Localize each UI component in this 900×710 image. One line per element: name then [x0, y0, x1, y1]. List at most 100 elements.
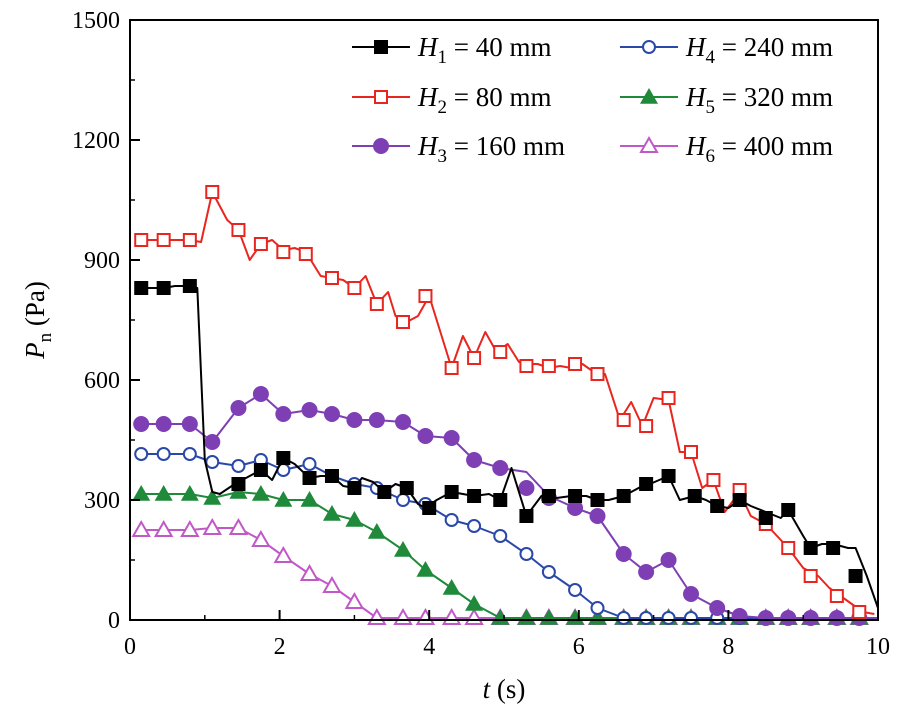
data-point-h6 — [153, 519, 174, 537]
data-point-h5 — [394, 541, 413, 557]
data-point-h1 — [803, 541, 818, 555]
data-point-h5 — [442, 579, 461, 595]
y-tick-label: 300 — [84, 488, 120, 514]
x-tick-label: 0 — [124, 634, 136, 660]
data-point-h3 — [828, 610, 845, 626]
data-point-h4 — [568, 583, 583, 597]
data-point-h4 — [156, 447, 171, 461]
legend-label: H3 = 160 mm — [417, 131, 565, 167]
legend-item-h3: H3 = 160 mm — [352, 131, 565, 167]
data-point-h2 — [467, 351, 482, 365]
data-point-h2 — [396, 315, 411, 329]
data-point-h2 — [541, 359, 556, 373]
data-point-h3 — [230, 400, 247, 416]
data-point-h2 — [706, 473, 721, 487]
legend-item-h4: H4 = 240 mm — [620, 32, 833, 68]
data-point-h6 — [299, 563, 320, 581]
x-tick-label: 8 — [722, 634, 734, 660]
data-point-h1 — [732, 493, 747, 507]
data-point-h3 — [155, 416, 172, 432]
data-point-h3 — [301, 402, 318, 418]
data-point-h3 — [589, 508, 606, 524]
data-point-h3 — [417, 428, 434, 444]
data-point-h3 — [443, 430, 460, 446]
legend-label: H2 = 80 mm — [417, 82, 551, 118]
data-point-h6 — [251, 529, 271, 547]
series-h3 — [133, 386, 878, 626]
legend-marker — [640, 88, 658, 104]
data-point-h2 — [182, 233, 197, 247]
data-point-h6 — [322, 575, 342, 593]
data-point-h3 — [660, 552, 677, 568]
data-point-h2 — [418, 289, 433, 303]
data-point-h2 — [781, 541, 796, 555]
data-point-h4 — [231, 459, 246, 473]
data-point-h6 — [228, 517, 249, 535]
data-point-h3 — [323, 406, 340, 422]
data-point-h4 — [639, 611, 654, 625]
data-point-h2 — [347, 281, 362, 295]
series-h4 — [134, 447, 878, 625]
data-point-h2 — [253, 237, 268, 251]
data-point-h4 — [134, 447, 149, 461]
series-h1 — [134, 279, 879, 609]
data-point-h3 — [133, 416, 150, 432]
legend-item-h2: H2 = 80 mm — [352, 82, 551, 118]
legend-item-h1: H1 = 40 mm — [352, 32, 551, 68]
data-point-h4 — [661, 611, 676, 625]
data-point-h4 — [493, 529, 508, 543]
data-point-h2 — [590, 367, 605, 381]
data-point-h1 — [541, 489, 556, 503]
data-point-h1 — [134, 281, 149, 295]
series-line-h3 — [141, 393, 878, 619]
legend-marker — [639, 135, 659, 153]
data-point-h3 — [757, 610, 774, 626]
data-point-h4 — [396, 493, 411, 507]
legend-marker — [642, 40, 656, 54]
data-point-h2 — [369, 297, 384, 311]
data-point-h4 — [541, 565, 556, 579]
legend-label: H5 = 320 mm — [685, 82, 833, 118]
data-point-h1 — [276, 451, 291, 465]
data-point-h3 — [518, 480, 535, 496]
data-point-h5 — [180, 485, 199, 501]
data-point-h1 — [231, 477, 246, 491]
legend-marker — [373, 138, 389, 154]
data-point-h6 — [202, 517, 223, 535]
data-point-h3 — [567, 500, 584, 516]
data-point-h4 — [302, 457, 317, 471]
data-point-h2 — [205, 185, 220, 199]
legend-item-h5: H5 = 320 mm — [620, 82, 833, 118]
data-point-h4 — [205, 455, 220, 469]
data-point-h2 — [134, 233, 149, 247]
data-point-h2 — [231, 223, 246, 237]
data-point-h3 — [780, 610, 797, 626]
data-point-h5 — [491, 609, 510, 625]
data-point-h1 — [347, 481, 362, 495]
data-point-h3 — [181, 416, 198, 432]
data-point-h1 — [639, 477, 654, 491]
data-point-h1 — [519, 509, 534, 523]
data-point-h6 — [180, 519, 200, 537]
data-point-h3 — [638, 564, 655, 580]
data-point-h5 — [300, 491, 319, 507]
data-point-h4 — [590, 601, 605, 615]
data-point-h3 — [275, 406, 292, 422]
data-point-h4 — [519, 547, 534, 561]
legend-label: H1 = 40 mm — [417, 32, 551, 68]
data-point-h2 — [661, 391, 676, 405]
data-point-h2 — [639, 419, 654, 433]
data-point-h3 — [368, 412, 385, 428]
data-point-h1 — [253, 463, 268, 477]
data-point-h3 — [615, 546, 632, 562]
data-point-h6 — [273, 545, 294, 563]
data-point-h5 — [322, 505, 341, 521]
data-point-h4 — [616, 611, 631, 625]
data-point-h2 — [803, 569, 818, 583]
data-point-h2 — [616, 413, 631, 427]
data-point-h5 — [367, 523, 386, 539]
data-point-h1 — [590, 493, 605, 507]
data-point-h1 — [758, 511, 773, 525]
data-point-h1 — [422, 501, 437, 515]
